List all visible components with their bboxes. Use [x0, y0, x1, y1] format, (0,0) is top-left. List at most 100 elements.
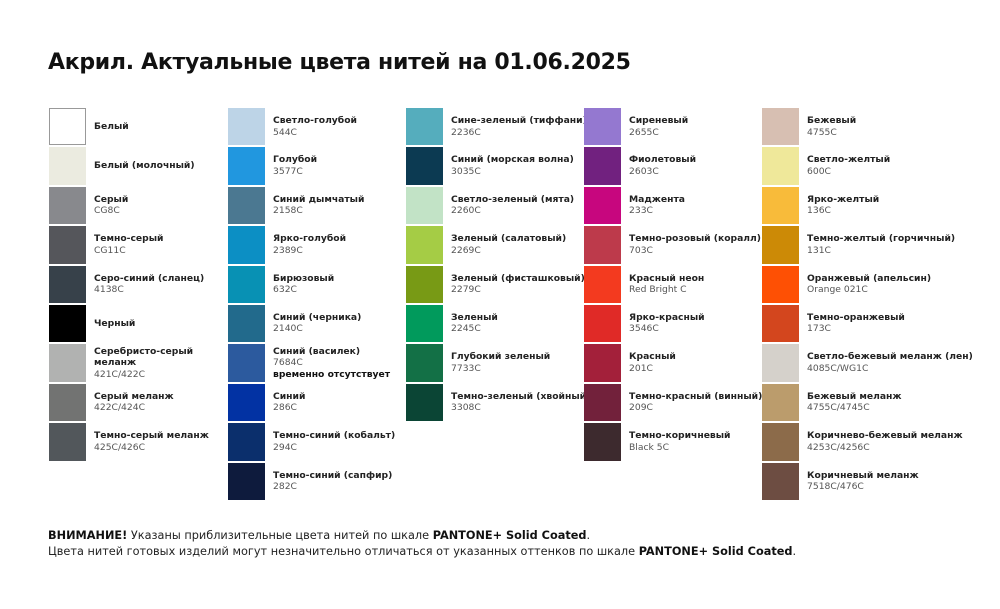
color-swatch [49, 344, 86, 382]
color-name: Светло-бежевый меланж (лен) [807, 351, 973, 363]
pantone-code: 4253C/4256C [807, 441, 870, 453]
color-name: Синий [273, 390, 306, 402]
color-label: Серо-синий (сланец) 4138C [94, 266, 209, 303]
page-title: Акрил. Актуальные цвета нитей на 01.06.2… [48, 50, 631, 75]
pantone-code: 136C [807, 205, 831, 217]
color-swatch [49, 226, 86, 264]
pantone-code: 2245C [451, 323, 481, 335]
pantone-code: 4138C [94, 284, 124, 296]
color-item: Темно-желтый (горчичный) 131C [762, 226, 955, 264]
color-label: Синий (морская волна) 3035C [451, 147, 574, 184]
footer-end-1: . [586, 529, 591, 542]
color-name: Бежевый [807, 115, 857, 126]
pantone-code: 4755C [807, 126, 837, 138]
color-label: Зеленый (фисташковый) 2279C [451, 266, 585, 303]
color-label: Белый (молочный) [94, 147, 209, 184]
pantone-code: 421C/422C [94, 368, 145, 380]
color-label: Синий (черника) 2140C [273, 305, 361, 342]
color-name: Светло-желтый [807, 154, 891, 166]
color-swatch [49, 108, 86, 146]
color-swatch [228, 147, 265, 185]
color-swatch [584, 383, 621, 422]
color-item: Зеленый (фисташковый) 2279C [406, 265, 585, 303]
color-item: Глубокий зеленый 7733C [406, 344, 584, 382]
color-item: Темно-серый меланж 425C/426C [49, 423, 227, 461]
color-item: Красный неон Red Bright C [584, 265, 762, 303]
color-label: Серебристо-серый меланж 421C/422C [94, 344, 209, 381]
color-item: Серо-синий (сланец) 4138C [49, 265, 227, 303]
color-item: Маджента 233C [584, 186, 762, 225]
color-swatch [49, 147, 86, 185]
color-name: Коричнево-бежевый меланж [807, 430, 963, 442]
color-name: Черный [94, 317, 136, 329]
pantone-code: 2389C [273, 244, 303, 256]
color-item: Ярко-желтый 136C [762, 186, 940, 225]
color-swatch [584, 108, 621, 146]
color-name: Зеленый (фисташковый) [451, 272, 585, 284]
color-item: Темно-красный (винный) 209C [584, 383, 762, 422]
color-label: Коричневый меланж 7518C/476C [807, 463, 919, 500]
footer-end-2: . [792, 545, 797, 558]
color-name: Светло-зеленый (мята) [451, 193, 575, 205]
color-label: Красный неон Red Bright C [629, 266, 704, 303]
color-label: Темно-зеленый (хвойный) 3308C [451, 384, 590, 421]
color-swatch [406, 147, 443, 185]
color-swatch [584, 147, 621, 185]
color-item: Темно-зеленый (хвойный) 3308C [406, 383, 590, 422]
pantone-code: 7684C [273, 357, 303, 369]
color-swatch [762, 423, 799, 461]
pantone-code: 4085C/WG1C [807, 362, 869, 374]
color-swatch [762, 344, 799, 382]
color-swatch [762, 383, 799, 422]
color-swatch [762, 265, 799, 303]
pantone-code: 233C [629, 205, 653, 217]
pantone-code: 2269C [451, 244, 481, 256]
color-swatch [228, 462, 265, 500]
color-name: Серый меланж [94, 390, 174, 402]
color-name: Зеленый [451, 311, 498, 323]
pantone-code: 2279C [451, 284, 481, 296]
color-name: Синий (черника) [273, 311, 362, 323]
color-label: Темно-красный (винный) 209C [629, 384, 762, 421]
color-item: Сиреневый 2655C [584, 108, 762, 146]
color-name: Темно-оранжевый [807, 311, 905, 323]
color-item: Голубой 3577C [228, 147, 406, 185]
color-label: Серый CG8C [94, 187, 209, 224]
footer-text-2: Цвета нитей готовых изделий могут незнач… [48, 545, 639, 558]
color-label: Светло-желтый 600C [807, 147, 890, 184]
pantone-code: 544C [273, 126, 297, 138]
footer-line-1: ВНИМАНИЕ! Указаны приблизительные цвета … [48, 528, 796, 544]
color-name: Белый [94, 120, 129, 132]
color-swatch [49, 304, 86, 343]
pantone-code: 703C [629, 244, 653, 256]
color-item: Ярко-красный 3546C [584, 304, 762, 343]
color-name: Оранжевый (апельсин) [807, 272, 932, 284]
color-name: Светло-голубой [273, 115, 357, 126]
color-label: Темно-розовый (коралл) 703C [629, 226, 761, 263]
color-name: Темно-коричневый [629, 430, 731, 442]
color-name: Темно-зеленый (хвойный) [451, 390, 591, 402]
color-name: Зеленый (салатовый) [451, 233, 567, 245]
pantone-code: 422C/424C [94, 402, 145, 414]
color-name: Серо-синий (сланец) [94, 272, 205, 284]
color-item: Черный [49, 304, 227, 343]
color-name: Темно-желтый (горчичный) [807, 233, 956, 245]
color-column: Сине-зеленый (тиффани) 2236C Синий (морска… [406, 108, 590, 423]
color-label: Синий 286C [273, 384, 305, 421]
color-name: Серый [94, 193, 129, 205]
color-name: Синий (морская волна) [451, 154, 574, 166]
color-swatch [228, 186, 265, 225]
color-name: Сиреневый [629, 115, 689, 126]
pantone-code: 632C [273, 284, 297, 296]
color-name: Голубой [273, 154, 318, 166]
color-name: Ярко-голубой [273, 233, 347, 245]
color-name: Глубокий зеленый [451, 351, 551, 363]
pantone-code: Orange 021C [807, 284, 868, 296]
pantone-code: 282C [273, 481, 297, 493]
color-swatch [584, 304, 621, 343]
color-label: Синий (василек) 7684C временно отсутствует [273, 344, 390, 381]
color-name: Темно-синий (сапфир) [273, 469, 393, 481]
pantone-code: 2236C [451, 126, 481, 138]
color-column: Светло-голубой 544C Голубой 3577C Синий дымч… [228, 108, 406, 502]
color-swatch [584, 186, 621, 225]
